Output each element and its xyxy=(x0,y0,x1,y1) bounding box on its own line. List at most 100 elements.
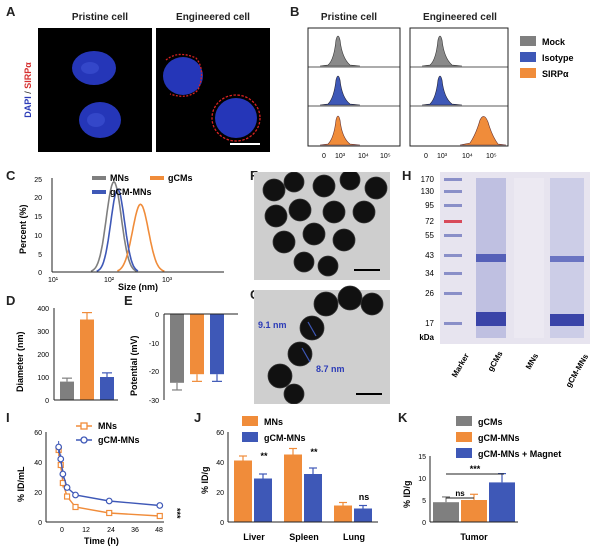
legend-sirpa: SIRPα xyxy=(542,69,569,79)
j-bar-2-1 xyxy=(354,508,372,522)
k-ytick-5: 5 xyxy=(422,498,426,505)
c-xtick-1000: 10³ xyxy=(162,277,173,284)
pristine-nucleus-2-detail xyxy=(87,113,105,127)
k-legend-magnet: gCM-MNs + Magnet xyxy=(478,449,561,459)
j-plot-area xyxy=(234,447,372,522)
panels-fg-tem: 9.1 nm 8.7 nm xyxy=(254,172,390,404)
panel-e-chart: Potential (mV) 0 -10 -20 -30 xyxy=(129,312,238,405)
panel-b-title-engineered: Engineered cell xyxy=(423,12,497,23)
engineered-membrane-1 xyxy=(165,53,203,97)
panel-letter-e: E xyxy=(124,293,133,308)
i-point-1-3 xyxy=(63,484,71,491)
b-tick-0: 0 xyxy=(322,153,326,160)
j-bar-0-0 xyxy=(234,460,252,522)
c-xtick-100: 10² xyxy=(104,277,115,284)
sirpa-peak-pristine xyxy=(319,115,361,146)
i-xtick-36: 36 xyxy=(131,527,139,534)
j-ytick-20: 20 xyxy=(216,490,224,497)
i-ytick-0: 0 xyxy=(38,520,42,527)
mock-peak-pristine xyxy=(319,35,361,67)
j-cat-spleen: Spleen xyxy=(289,532,319,542)
k-legend-gcms: gCMs xyxy=(478,417,503,427)
lane-labels: Marker gCMs MNs gCM-MNs xyxy=(450,349,591,389)
i-point-1-5 xyxy=(105,497,113,505)
k-plot-area xyxy=(433,472,515,522)
j-legend-gcm-mns: gCM-MNs xyxy=(264,433,306,443)
j-bar-1-0 xyxy=(284,454,302,522)
e-ytick-30: -30 xyxy=(149,398,159,405)
c-series-line-0 xyxy=(90,180,138,272)
gcms-band-17 xyxy=(476,312,506,326)
i-legend-marker-gcm-mns xyxy=(80,436,88,444)
panel-b-title-pristine: Pristine cell xyxy=(320,12,378,23)
j-annot-lung: ns xyxy=(359,492,370,502)
tem-particles-f xyxy=(262,172,388,277)
legend-swatch-sirpa xyxy=(520,68,536,78)
k-ytick-10: 10 xyxy=(418,476,426,483)
panel-k-chart: % ID/g 0 5 10 15 Tumor gCMs gCM-MNs gCM-… xyxy=(402,416,561,542)
pristine-nucleus-1-detail xyxy=(81,62,99,74)
i-legend-mns: MNs xyxy=(98,421,117,431)
e-ylabel: Potential (mV) xyxy=(129,335,139,396)
d-bar-0 xyxy=(60,381,74,400)
j-ytick-40: 40 xyxy=(216,460,224,467)
panel-i-chart: % ID/mL Time (h) 0 20 40 60 0 12 24 36 4… xyxy=(16,421,182,546)
panel-a-images xyxy=(38,28,270,152)
d-bar-2 xyxy=(100,377,114,400)
sirpa-peak-engineered xyxy=(459,116,507,146)
gcms-band-34 xyxy=(476,254,506,262)
panel-letter-h: H xyxy=(402,168,412,183)
c-legend-gcm-mns: gCM-MNs xyxy=(110,187,152,197)
j-legend-swatch-mns xyxy=(242,416,258,426)
panel-a-title-engineered: Engineered cell xyxy=(176,12,250,23)
k-legend-swatch-magnet xyxy=(456,448,472,458)
panel-c-chart: Percent (%) Size (nm) 0 5 10 15 20 25 10… xyxy=(18,173,224,292)
c-xlabel: Size (nm) xyxy=(118,282,158,292)
b-tick-2: 10⁴ xyxy=(358,153,369,160)
i-point-1-1 xyxy=(57,455,65,463)
c-series-line-1 xyxy=(117,203,165,272)
b2-tick-1: 10³ xyxy=(437,153,448,160)
panel-a-title-pristine: Pristine cell xyxy=(71,12,129,23)
lane-label-marker: Marker xyxy=(450,352,471,379)
e-ytick-0: 0 xyxy=(155,312,159,319)
b2-tick-0: 0 xyxy=(424,153,428,160)
gcm-mns-band-34 xyxy=(550,256,584,262)
panel-letter-d: D xyxy=(6,293,16,308)
j-bar-0-1 xyxy=(254,478,272,522)
panel-letter-f: F xyxy=(250,168,258,183)
b-tick-3: 10⁵ xyxy=(380,153,391,160)
engineered-nucleus-2 xyxy=(215,98,257,138)
k-cat-tumor: Tumor xyxy=(460,532,488,542)
i-xtick-48: 48 xyxy=(155,527,163,534)
marker-26: 26 xyxy=(425,289,434,298)
legend-swatch-isotype xyxy=(520,52,536,62)
i-plot-area xyxy=(55,441,164,520)
c-ytick-25: 25 xyxy=(34,177,42,184)
mns-lane xyxy=(514,178,544,338)
c-ytick-20: 20 xyxy=(34,195,42,202)
isotype-peak-pristine xyxy=(319,75,361,106)
marker-labels: 170 130 95 72 55 43 34 26 17 kDa xyxy=(419,175,434,342)
b2-tick-3: 10⁵ xyxy=(486,153,497,160)
panel-j-chart: % ID/g 0 20 40 60 Liver Spleen Lung MNs … xyxy=(200,416,378,542)
d-bar-1 xyxy=(80,319,94,400)
e-bar-2 xyxy=(210,314,224,375)
c-ytick-0: 0 xyxy=(38,270,42,277)
k-legend-gcm-mns: gCM-MNs xyxy=(478,433,520,443)
engineered-membrane-2 xyxy=(211,94,261,142)
sirpa-label: SIRPα xyxy=(23,62,33,89)
i-significance: *** xyxy=(172,508,182,519)
lane-label-mns: MNs xyxy=(524,351,541,371)
i-ylabel: % ID/mL xyxy=(16,466,26,502)
i-point-1-6 xyxy=(156,502,164,509)
panel-letter-i: I xyxy=(6,410,10,425)
i-point-0-4 xyxy=(72,503,79,511)
i-xlabel: Time (h) xyxy=(84,536,119,546)
kda-label: kDa xyxy=(419,333,434,342)
e-plot-area xyxy=(170,314,224,391)
c-ytick-10: 10 xyxy=(34,233,42,240)
panel-d-chart: Diameter (nm) 0 100 200 300 400 xyxy=(15,306,118,405)
dapi-label: DAPI xyxy=(23,96,33,118)
c-plot-area xyxy=(90,180,165,272)
